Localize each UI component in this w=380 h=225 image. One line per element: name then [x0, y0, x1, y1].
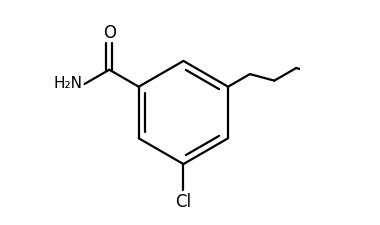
Text: O: O	[103, 24, 116, 42]
Text: Cl: Cl	[175, 193, 192, 211]
Text: H₂N: H₂N	[54, 76, 83, 92]
